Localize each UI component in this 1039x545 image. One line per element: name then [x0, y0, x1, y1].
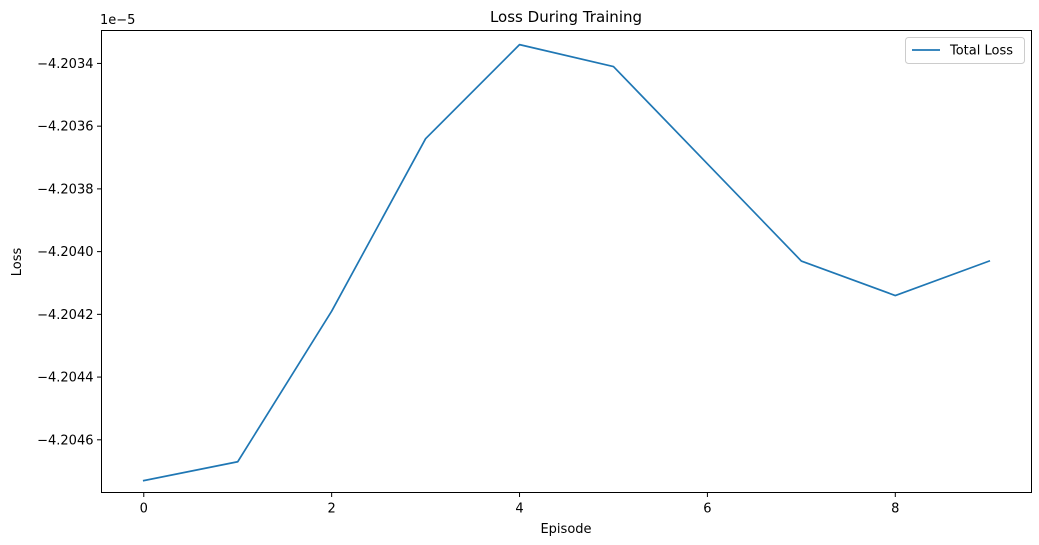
- x-axis-ticks: 0 2 4 6 8: [140, 492, 899, 517]
- x-tick-label: 6: [703, 502, 711, 517]
- y-axis-label: Loss: [10, 248, 25, 277]
- y-tick-label: −4.2036: [37, 120, 93, 135]
- legend: Total Loss: [905, 37, 1025, 64]
- x-tick-label: 2: [328, 502, 336, 517]
- y-tick-label: −4.2042: [37, 308, 93, 323]
- x-axis-label: Episode: [540, 522, 591, 537]
- x-tick-label: 4: [515, 502, 523, 517]
- y-tick-label: −4.2044: [37, 371, 93, 386]
- y-tick-label: −4.2040: [37, 245, 93, 260]
- plot-frame: [101, 30, 1032, 493]
- series-line-total-loss: [142, 43, 991, 482]
- legend-box: [905, 37, 1025, 64]
- x-tick-label: 8: [891, 502, 899, 517]
- y-axis-ticks: −4.2046 −4.2044 −4.2042 −4.2040 −4.2038 −4.20…: [37, 57, 102, 448]
- chart-title: Loss During Training: [490, 8, 642, 26]
- legend-label: Total Loss: [949, 44, 1013, 59]
- y-tick-label: −4.2038: [37, 182, 93, 197]
- plot-area: [101, 30, 1032, 493]
- y-offset-label: 1e−5: [100, 13, 135, 28]
- y-tick-label: −4.2034: [37, 57, 93, 72]
- y-tick-label: −4.2046: [37, 433, 93, 448]
- x-tick-label: 0: [140, 502, 148, 517]
